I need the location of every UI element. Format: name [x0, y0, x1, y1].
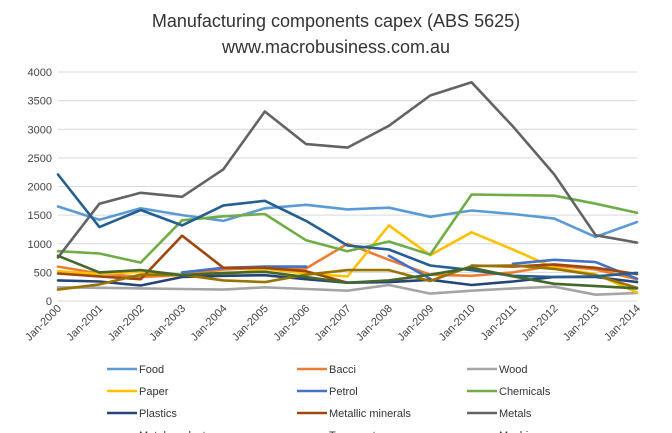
series-line-metal-product [56, 264, 639, 291]
legend-label-wood: Wood [499, 364, 528, 376]
series-line-wood [56, 283, 639, 296]
series-line-metals [56, 81, 639, 259]
x-tick-label: Jan-2011 [479, 303, 519, 343]
legend-label-transport: Transport [329, 430, 376, 433]
x-tick-label: Jan-2001 [65, 303, 106, 344]
x-tick-label: Jan-2005 [230, 303, 271, 344]
x-tick-label: Jan-2009 [395, 303, 436, 344]
series-line-machinery [56, 254, 639, 290]
y-tick-label: 0 [46, 296, 52, 308]
x-tick-label: Jan-2013 [561, 303, 602, 344]
legend-label-paper: Paper [139, 386, 169, 398]
x-tick-label: Jan-2008 [354, 303, 395, 344]
legend-label-metallic-minerals: Metallic minerals [329, 408, 411, 420]
legend: Food Bacci Wood Paper Petrol Chemicals Plastic… [107, 364, 551, 433]
y-axis-ticks: 0 500 1000 1500 2000 2500 3000 3500 4000 [28, 67, 52, 308]
y-tick-label: 2500 [28, 153, 52, 165]
y-tick-label: 1500 [28, 210, 52, 222]
legend-label-machinery: Machinery [499, 430, 550, 433]
series-line-transport [56, 173, 639, 279]
x-tick-label: Jan-2012 [519, 303, 560, 344]
x-tick-label: Jan-2006 [271, 303, 312, 344]
series-line-food [56, 203, 639, 239]
series-line-chemicals [56, 193, 639, 264]
legend-label-food: Food [139, 364, 164, 376]
x-tick-label: Jan-2000 [23, 303, 64, 344]
legend-label-plastics: Plastics [139, 408, 177, 420]
chart-title: Manufacturing components capex (ABS 5625… [152, 11, 520, 31]
legend-label-metals: Metals [499, 408, 532, 420]
y-tick-label: 500 [34, 267, 52, 279]
y-tick-label: 3500 [28, 96, 52, 108]
x-tick-label: Jan-2010 [437, 303, 478, 344]
legend-label-bacci: Bacci [329, 364, 356, 376]
x-tick-label: Jan-2002 [106, 303, 147, 344]
y-tick-label: 2000 [28, 182, 52, 194]
y-tick-label: 3000 [28, 124, 52, 136]
y-tick-label: 4000 [28, 67, 52, 79]
series-lines [56, 81, 639, 296]
chart-subtitle: www.macrobusiness.com.au [221, 37, 450, 57]
legend-label-petrol: Petrol [329, 386, 358, 398]
y-tick-label: 1000 [28, 239, 52, 251]
x-tick-label: Jan-2014 [602, 303, 643, 344]
x-tick-label: Jan-2007 [313, 303, 354, 344]
legend-label-chemicals: Chemicals [499, 386, 551, 398]
x-tick-label: Jan-2003 [147, 303, 188, 344]
legend-label-metal-product: Metal product [139, 430, 206, 433]
x-tick-label: Jan-2004 [189, 303, 230, 344]
x-axis-ticks: Jan-2000 Jan-2001 Jan-2002 Jan-2003 Jan-2004… [23, 303, 643, 344]
